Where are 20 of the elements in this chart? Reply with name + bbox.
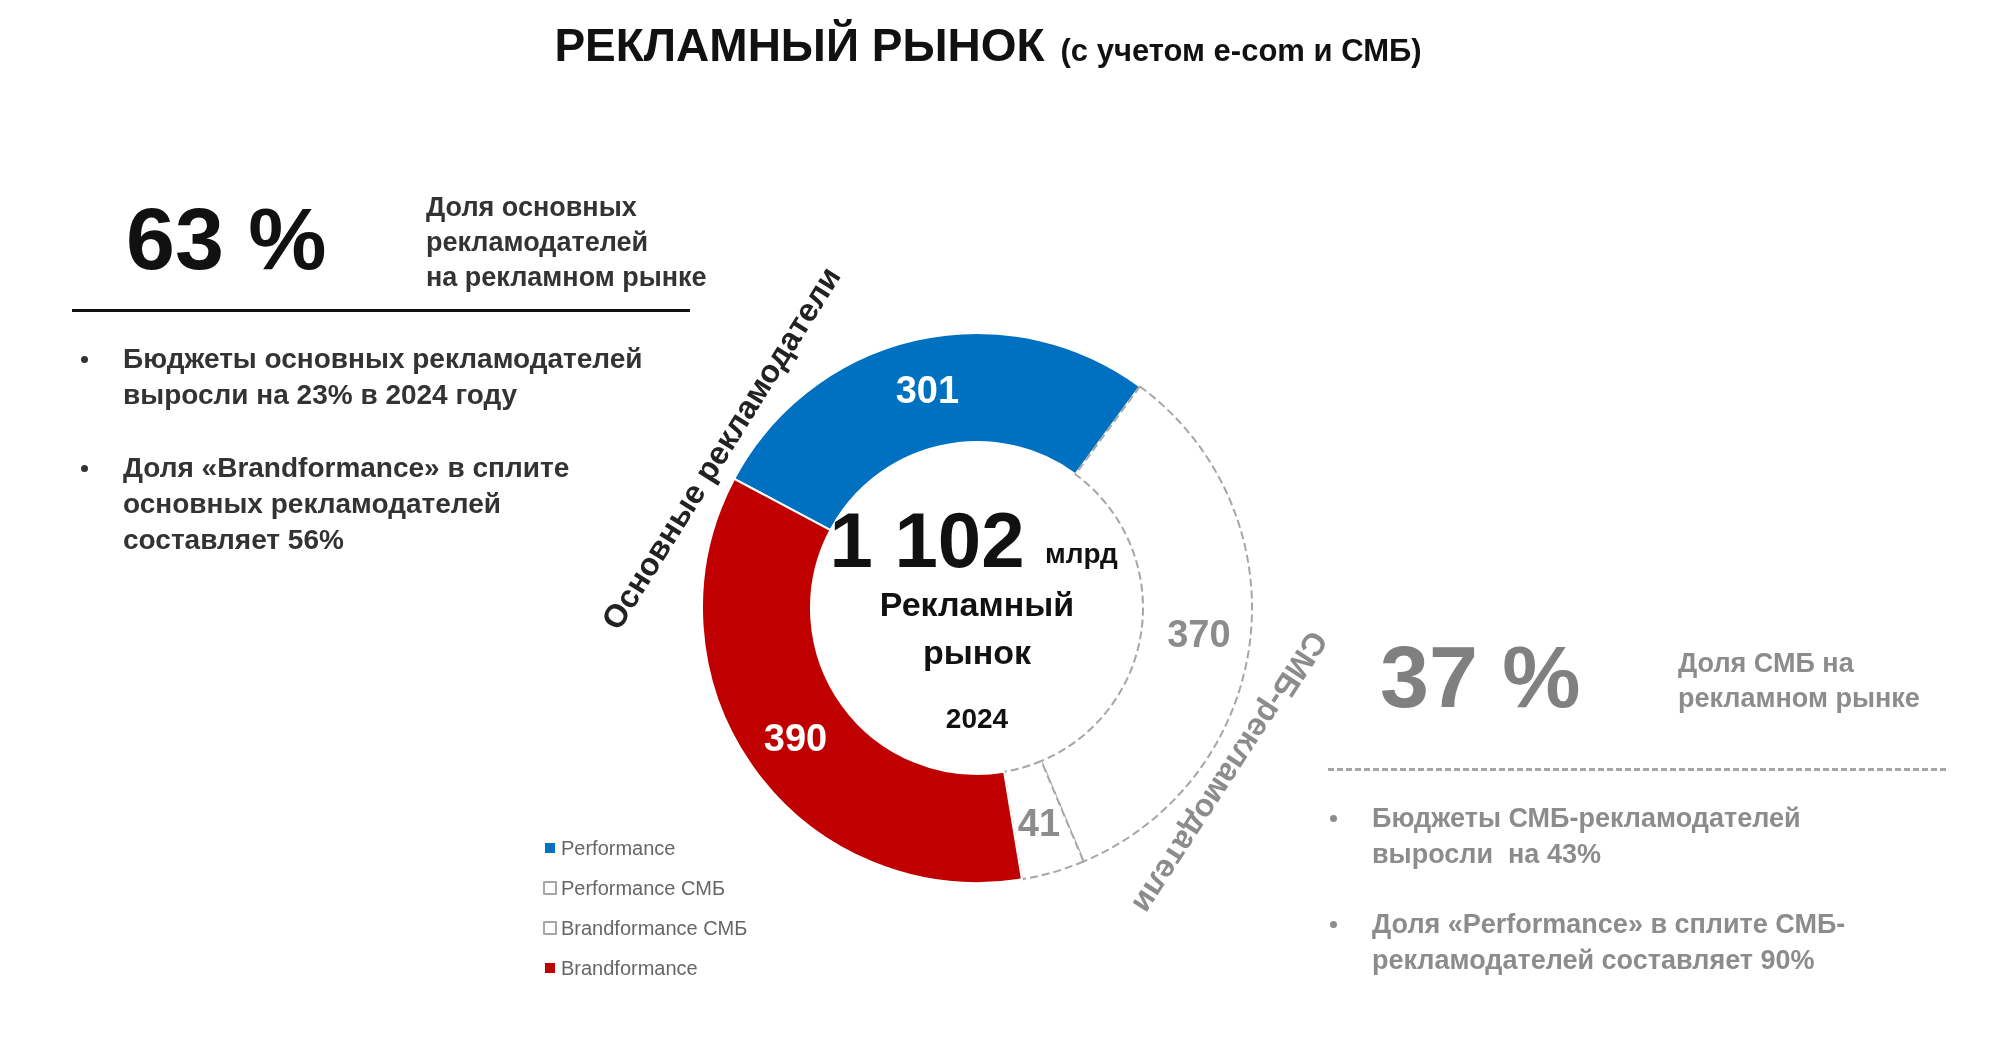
data-label: 390: [763, 717, 828, 760]
text: Доля «Brandformance» в сплите основных рекламодателей составляет 56%: [123, 451, 570, 557]
text: 1 102: [829, 496, 1025, 584]
text: Доля СМБ на рекламном рынке: [1678, 647, 1920, 715]
data-label: 41: [1017, 801, 1061, 844]
text: Бюджеты основных рекламодателей выросли на 23% в 2024 году: [123, 342, 643, 412]
legend-label: Brandformance: [561, 957, 698, 979]
text: млрд: [1045, 537, 1118, 569]
data-label: 301: [895, 369, 960, 412]
legend-label: Brandformance СМБ: [561, 917, 748, 939]
text: 37 %: [1380, 626, 1581, 728]
text: 63 %: [126, 188, 327, 290]
chart-title: РЕКЛАМНЫЙ РЫНОК: [554, 19, 1045, 71]
legend-label: Performance: [561, 837, 676, 859]
text: Бюджеты СМБ-рекламодателей выросли на 43%: [1372, 802, 1801, 871]
chart-subtitle: (с учетом e-com и СМБ): [1060, 33, 1422, 68]
text: Рекламный рынок: [879, 585, 1075, 671]
text: 2024: [945, 702, 1009, 734]
text: Доля «Performance» в сплите СМБ- рекламодателей составляет 90%: [1372, 908, 1846, 977]
legend-label: Performance СМБ: [561, 877, 726, 899]
